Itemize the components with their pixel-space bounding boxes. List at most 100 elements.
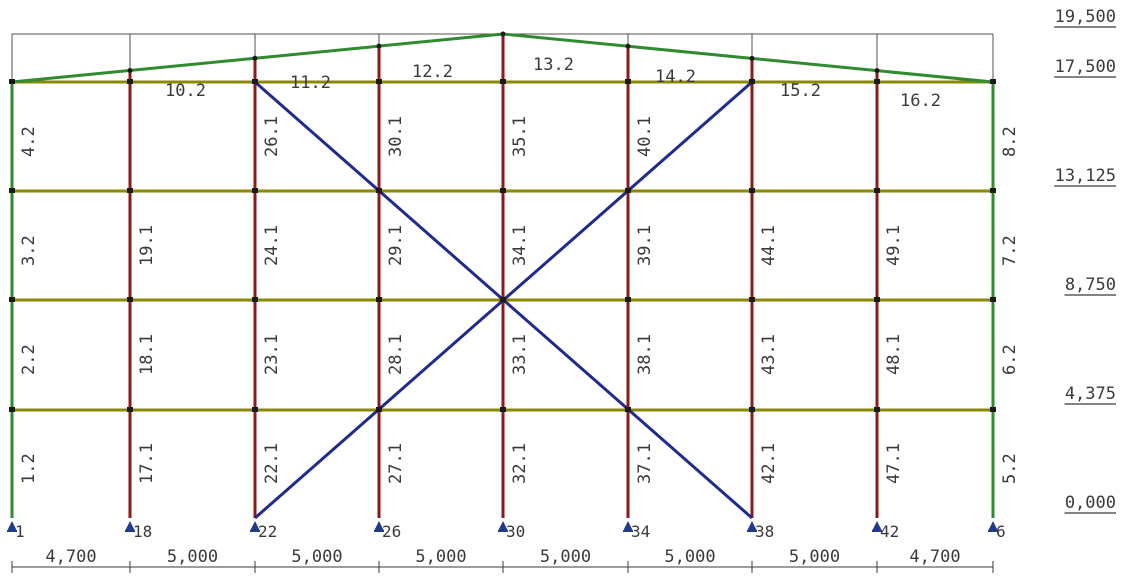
node-2-3 bbox=[252, 188, 258, 193]
rafter-left bbox=[11, 32, 504, 84]
rafter-label: 12.2 bbox=[412, 62, 453, 82]
rafter-label: 14.2 bbox=[655, 67, 696, 87]
support-icon bbox=[988, 521, 998, 531]
node-4-1 bbox=[500, 407, 506, 412]
node-brace-center bbox=[500, 297, 506, 302]
column-label: 44.1 bbox=[759, 225, 779, 266]
node-7-4 bbox=[874, 79, 880, 84]
node-6-4 bbox=[749, 79, 755, 84]
base-node-label: 42 bbox=[880, 522, 899, 541]
base-node-label: 34 bbox=[631, 522, 650, 541]
support-icon bbox=[623, 521, 633, 531]
column-label: 29.1 bbox=[386, 225, 406, 266]
node-2-2 bbox=[252, 297, 258, 302]
column-label: 17.1 bbox=[137, 443, 157, 484]
base-node-label: 18 bbox=[133, 522, 152, 541]
node-8-1 bbox=[990, 407, 996, 412]
node-3-4 bbox=[376, 79, 382, 84]
node-5-3 bbox=[625, 188, 631, 193]
column-label: 3.2 bbox=[19, 235, 39, 266]
roof-node-7 bbox=[874, 68, 880, 74]
column-label: 43.1 bbox=[759, 334, 779, 375]
column-label: 33.1 bbox=[510, 334, 530, 375]
roof-node-4 bbox=[500, 31, 506, 37]
node-1-2 bbox=[127, 297, 133, 302]
level-label: 0,000 bbox=[1065, 493, 1116, 513]
node-6-1 bbox=[749, 407, 755, 412]
roof-node-5 bbox=[625, 43, 631, 49]
rafter-label: 11.2 bbox=[290, 73, 331, 93]
base-node-label: 30 bbox=[506, 522, 525, 541]
node-8-2 bbox=[990, 297, 996, 302]
span-label: 5,000 bbox=[291, 547, 342, 567]
node-5-4 bbox=[625, 79, 631, 84]
column-label: 6.2 bbox=[1000, 344, 1020, 375]
column-label: 37.1 bbox=[635, 443, 655, 484]
column-label: 48.1 bbox=[884, 334, 904, 375]
level-label: 8,750 bbox=[1065, 275, 1116, 295]
node-1-3 bbox=[127, 188, 133, 193]
level-label: 17,500 bbox=[1055, 57, 1116, 77]
node-8-3 bbox=[990, 188, 996, 193]
column-label: 2.2 bbox=[19, 344, 39, 375]
span-label: 5,000 bbox=[415, 547, 466, 567]
node-7-2 bbox=[874, 297, 880, 302]
span-dimensions: 4,700 5,000 5,000 5,000 5,000 5,000 5,000 4,700 bbox=[11, 547, 994, 573]
node-0-1 bbox=[9, 407, 15, 412]
node-8-4 bbox=[990, 79, 996, 84]
column-label: 27.1 bbox=[386, 443, 406, 484]
column-label: 30.1 bbox=[386, 116, 406, 157]
column-label: 28.1 bbox=[386, 334, 406, 375]
level-label: 4,375 bbox=[1065, 384, 1116, 404]
base-node-label: 22 bbox=[258, 522, 277, 541]
roof-node-2 bbox=[252, 55, 258, 61]
node-5-1 bbox=[625, 407, 631, 412]
member-labels: 1.2 2.2 3.2 4.2 17.1 18.1 19.1 22.1 23.1 24.1 26.1… bbox=[19, 55, 1020, 484]
column-label: 5.2 bbox=[1000, 453, 1020, 484]
column-label: 34.1 bbox=[510, 225, 530, 266]
node-0-2 bbox=[9, 297, 15, 302]
level-label: 13,125 bbox=[1055, 166, 1116, 186]
node-0-3 bbox=[9, 188, 15, 193]
node-5-2 bbox=[625, 297, 631, 302]
span-label: 5,000 bbox=[167, 547, 218, 567]
base-node-label: 1 bbox=[15, 522, 25, 541]
column-label: 19.1 bbox=[137, 225, 157, 266]
node-3-2 bbox=[376, 297, 382, 302]
column-label: 42.1 bbox=[759, 443, 779, 484]
column-label: 39.1 bbox=[635, 225, 655, 266]
column-label: 32.1 bbox=[510, 443, 530, 484]
span-label: 4,700 bbox=[45, 547, 96, 567]
rafter-label: 13.2 bbox=[533, 55, 574, 75]
base-node-label: 6 bbox=[996, 522, 1006, 541]
column-label: 35.1 bbox=[510, 116, 530, 157]
column-label: 8.2 bbox=[1000, 126, 1020, 157]
column-label: 49.1 bbox=[884, 225, 904, 266]
column-label: 1.2 bbox=[19, 453, 39, 484]
support-icon bbox=[374, 521, 384, 531]
supports: 1 18 22 26 30 34 38 42 6 bbox=[7, 521, 1006, 541]
span-label: 4,700 bbox=[909, 547, 960, 567]
column-label: 40.1 bbox=[635, 116, 655, 157]
column-label: 23.1 bbox=[262, 334, 282, 375]
support-icon bbox=[872, 521, 882, 531]
base-node-label: 38 bbox=[755, 522, 774, 541]
support-icon bbox=[125, 521, 135, 531]
node-4-4 bbox=[500, 79, 506, 84]
span-label: 5,000 bbox=[789, 547, 840, 567]
rafter-label: 16.2 bbox=[900, 91, 941, 111]
rafter-label: 15.2 bbox=[780, 81, 821, 101]
members bbox=[10, 32, 995, 520]
roof-node-6 bbox=[749, 55, 755, 61]
rafter-label: 10.2 bbox=[165, 81, 206, 101]
node-2-4 bbox=[252, 79, 258, 84]
column-label: 47.1 bbox=[884, 443, 904, 484]
column-label: 7.2 bbox=[1000, 235, 1020, 266]
column-label: 22.1 bbox=[262, 443, 282, 484]
rafter-right bbox=[502, 32, 994, 84]
support-icon bbox=[250, 521, 260, 531]
node-3-1 bbox=[376, 407, 382, 412]
nodes bbox=[9, 31, 996, 412]
base-node-label: 26 bbox=[382, 522, 401, 541]
